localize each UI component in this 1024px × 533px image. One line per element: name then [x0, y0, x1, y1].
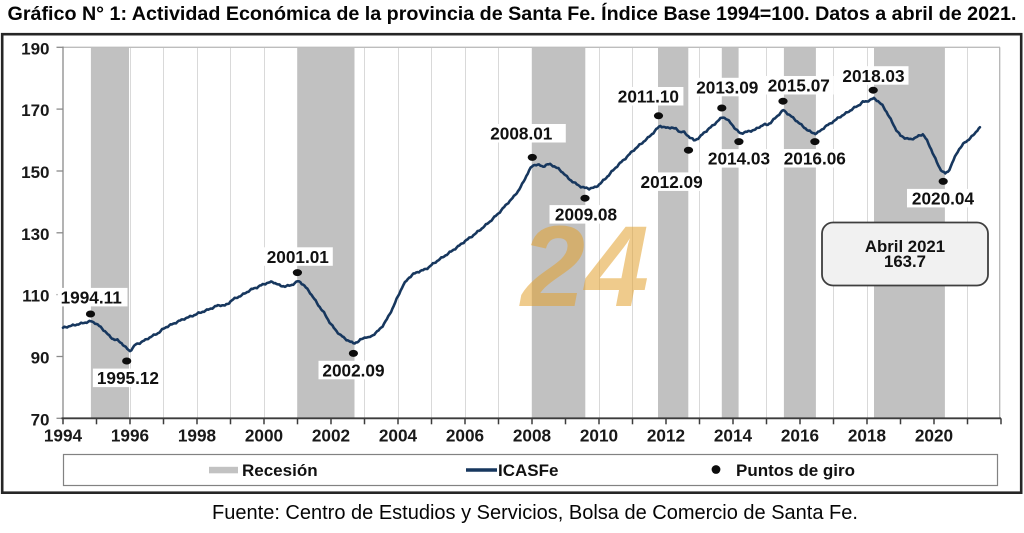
svg-text:2008.01: 2008.01: [490, 124, 553, 144]
svg-text:1996: 1996: [111, 425, 149, 445]
svg-text:1994.11: 1994.11: [61, 288, 123, 308]
svg-text:Recesión: Recesión: [242, 461, 318, 480]
svg-text:2020.04: 2020.04: [912, 189, 975, 209]
svg-text:150: 150: [21, 163, 49, 182]
svg-text:90: 90: [31, 349, 50, 368]
svg-text:1998: 1998: [178, 425, 217, 445]
svg-text:2010: 2010: [580, 425, 618, 445]
svg-text:2018.03: 2018.03: [842, 66, 904, 86]
svg-text:2006: 2006: [446, 425, 484, 445]
svg-text:110: 110: [22, 287, 49, 306]
svg-text:2002: 2002: [312, 425, 350, 445]
svg-text:2016: 2016: [781, 425, 819, 445]
svg-text:2014.03: 2014.03: [708, 149, 770, 169]
svg-text:Puntos de giro: Puntos de giro: [736, 461, 855, 480]
svg-text:70: 70: [31, 410, 50, 429]
svg-text:2004: 2004: [379, 425, 418, 445]
svg-text:130: 130: [21, 225, 49, 244]
svg-text:190: 190: [21, 39, 49, 58]
svg-text:2018: 2018: [848, 425, 887, 445]
svg-text:ICASFe: ICASFe: [498, 461, 558, 480]
svg-text:2013.09: 2013.09: [696, 77, 758, 97]
svg-text:2015.07: 2015.07: [768, 76, 830, 96]
svg-text:1994: 1994: [44, 425, 83, 445]
svg-text:2008: 2008: [513, 425, 552, 445]
svg-text:Abril 2021: Abril 2021: [865, 237, 945, 256]
svg-text:2009.08: 2009.08: [555, 205, 618, 225]
svg-text:170: 170: [21, 101, 49, 120]
svg-text:2002.09: 2002.09: [322, 360, 384, 380]
svg-text:1995.12: 1995.12: [97, 368, 159, 388]
svg-text:2012: 2012: [647, 425, 685, 445]
svg-text:2016.06: 2016.06: [784, 149, 846, 169]
svg-text:163.7: 163.7: [884, 252, 926, 271]
svg-text:2012.09: 2012.09: [641, 172, 703, 192]
svg-text:24: 24: [519, 203, 649, 331]
svg-text:2011.10: 2011.10: [618, 87, 679, 107]
svg-text:2001.01: 2001.01: [267, 247, 330, 267]
svg-text:2014: 2014: [714, 425, 753, 445]
svg-text:2000: 2000: [245, 425, 283, 445]
svg-text:2020: 2020: [915, 425, 953, 445]
